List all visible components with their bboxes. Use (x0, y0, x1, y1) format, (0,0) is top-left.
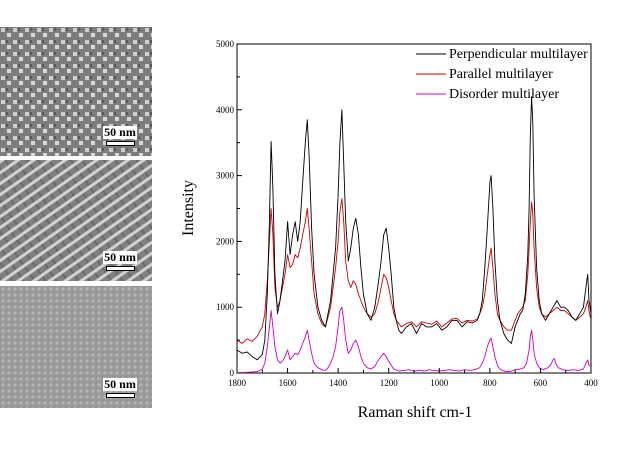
scale-label: 50 nm (103, 125, 137, 139)
x-axis-label: Raman shift cm-1 (358, 404, 473, 421)
y-tick-label: 3000 (216, 171, 235, 181)
legend-label: Disorder multilayer (449, 87, 559, 102)
series-line-disorder (236, 306, 592, 374)
x-tick-label: 1600 (279, 378, 298, 388)
scale-bar-line (105, 266, 135, 271)
scale-bar-perpendicular: 50 nm (100, 125, 140, 146)
raman-chart: 1800 1600 1400 1200 1000 800 600 400 0 1000 2000 3… (180, 39, 598, 421)
scale-bar-disorder: 50 nm (100, 377, 140, 398)
scale-label: 50 nm (103, 377, 137, 391)
legend-label: Parallel multilayer (449, 67, 553, 82)
scale-bar-line (105, 141, 135, 146)
y-tick-label: 0 (230, 368, 235, 378)
y-axis-label: Intensity (180, 180, 197, 236)
scale-label: 50 nm (103, 250, 137, 264)
x-tick-label: 400 (584, 378, 598, 388)
scale-bar-parallel: 50 nm (100, 250, 140, 271)
x-tick-label: 1000 (430, 378, 449, 388)
x-tick-label: 1200 (380, 378, 399, 388)
scale-bar-line (105, 393, 135, 398)
y-tick-label: 2000 (216, 236, 235, 246)
series-line-perpendicular (236, 96, 592, 361)
series-layer (236, 96, 592, 374)
tem-panel-parallel: 50 nm (0, 160, 152, 281)
x-tick-label: 800 (483, 378, 497, 388)
y-axis-ticks: 0 1000 2000 3000 4000 5000 (216, 39, 242, 378)
legend-label: Perpendicular multilayer (449, 47, 588, 62)
legend: Perpendicular multilayer Parallel multila… (416, 47, 588, 102)
x-tick-label: 600 (534, 378, 548, 388)
y-tick-label: 5000 (216, 39, 235, 49)
x-axis-ticks: 1800 1600 1400 1200 1000 800 600 400 (228, 368, 598, 388)
series-line-parallel (236, 198, 592, 344)
tem-panel-disorder: 50 nm (0, 286, 152, 408)
x-tick-label: 1400 (329, 378, 348, 388)
y-tick-label: 1000 (216, 302, 235, 312)
y-tick-label: 4000 (216, 105, 235, 115)
x-tick-label: 1800 (228, 378, 247, 388)
tem-panel-perpendicular: 50 nm (0, 27, 152, 156)
